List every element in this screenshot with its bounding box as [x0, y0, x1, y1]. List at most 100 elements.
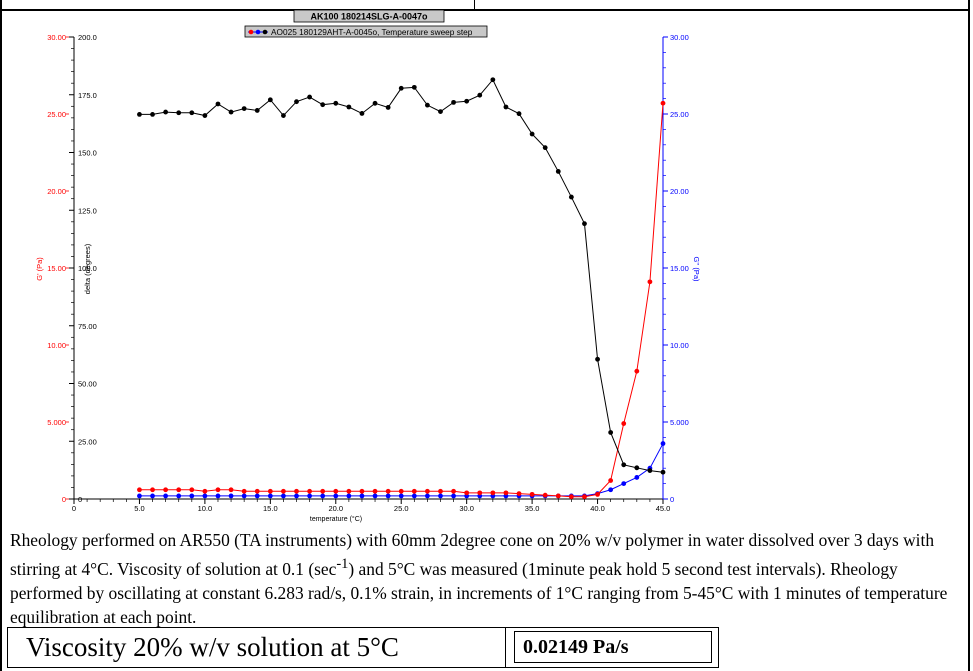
data-point-left-black [333, 100, 339, 106]
data-point-left-red [438, 488, 443, 494]
x-tick-label: 30.0 [459, 504, 474, 513]
data-point-right [189, 493, 195, 499]
delta-tick-label: 200.0 [78, 33, 97, 42]
delta-tick-label: 0 [78, 495, 82, 504]
data-point-right [359, 493, 365, 499]
frame-left-border [0, 0, 2, 671]
data-point-left-black [660, 469, 666, 475]
data-point-left-black [529, 131, 535, 137]
data-point-left-black [163, 109, 169, 115]
data-point-right [202, 493, 208, 499]
data-point-right [398, 493, 404, 499]
data-point-left-red [529, 491, 535, 497]
x-tick-label: 15.0 [263, 504, 278, 513]
frame-right-border [968, 0, 970, 671]
data-point-right [346, 493, 352, 499]
description-paragraph: Rheology performed on AR550 (TA instrume… [10, 528, 965, 629]
red-tick-label: 30.00 [47, 33, 66, 42]
y-axis-label-red: G' (Pa) [35, 257, 44, 281]
viscosity-value-cell: 0.02149 Pa/s [514, 631, 712, 663]
data-point-left-red [411, 488, 417, 494]
delta-tick-label: 25.00 [78, 437, 97, 446]
data-point-left-red [634, 368, 640, 374]
data-point-right [176, 493, 182, 499]
data-point-left-red [425, 488, 430, 494]
data-point-left-red [595, 491, 600, 497]
legend-box [244, 25, 488, 38]
data-point-left-black [241, 106, 247, 112]
data-point-left-red [333, 488, 339, 494]
data-point-left-red [267, 488, 273, 494]
delta-tick-label: 125.0 [78, 206, 97, 215]
data-point-left-red [621, 421, 627, 426]
data-point-left-red [202, 488, 208, 494]
legend-marker-red [248, 29, 254, 35]
delta-tick-label: 100.0 [78, 264, 97, 273]
delta-tick-label: 75.00 [78, 322, 97, 331]
data-point-left-red [137, 487, 142, 493]
series-line-left-red [139, 103, 664, 498]
x-tick-label: 0 [72, 504, 76, 513]
red-tick-label: 0 [62, 495, 66, 504]
data-point-left-red [398, 488, 404, 494]
data-point-left-black [621, 462, 627, 468]
data-point-left-black [568, 194, 574, 200]
data-point-left-red [320, 488, 326, 494]
y-axis-label-delta: delta (degrees) [83, 243, 92, 294]
data-point-left-red [503, 490, 509, 496]
delta-tick-label: 150.0 [78, 149, 97, 158]
data-point-right [621, 481, 627, 486]
x-tick-label: 45.0 [656, 504, 671, 513]
data-point-left-red [346, 488, 352, 494]
data-point-left-black [634, 465, 640, 471]
data-point-left-red [582, 494, 587, 500]
data-point-left-black [189, 110, 195, 116]
x-tick-label: 5.0 [134, 504, 144, 513]
data-point-right [411, 493, 417, 499]
data-point-left-black [346, 104, 352, 110]
viscosity-label-cell: Viscosity 20% w/v solution at 5°C [8, 628, 506, 667]
data-point-left-red [568, 494, 574, 500]
data-point-right [634, 475, 640, 480]
data-point-right [281, 493, 286, 499]
data-point-left-black [477, 92, 483, 98]
data-point-left-black [490, 77, 496, 83]
data-point-left-red [647, 279, 653, 285]
data-point-left-red [228, 487, 234, 493]
data-point-right [215, 493, 221, 499]
data-point-left-black [202, 113, 208, 118]
data-point-left-red [215, 487, 221, 493]
data-point-right [294, 493, 299, 499]
red-tick-label: 15.00 [47, 264, 66, 273]
data-point-right [254, 493, 260, 499]
legend-marker-black [262, 29, 268, 35]
description-part-1: Rheology performed on AR550 (TA instrume… [10, 530, 935, 579]
red-tick-label: 20.00 [47, 187, 66, 196]
data-point-right [372, 493, 378, 499]
data-point-right [228, 493, 234, 499]
data-point-left-black [438, 109, 443, 115]
x-tick-label: 25.0 [394, 504, 409, 513]
red-tick-label: 10.00 [47, 341, 66, 350]
data-point-left-black [608, 430, 614, 435]
delta-tick-label: 50.00 [78, 380, 97, 389]
data-point-left-red [163, 487, 169, 493]
data-point-left-black [582, 221, 587, 227]
data-point-left-black [267, 97, 273, 103]
data-point-left-red [660, 100, 666, 106]
data-point-left-black [359, 111, 365, 116]
x-axis-label: temperature (°C) [310, 515, 362, 523]
data-point-left-red [150, 487, 155, 493]
red-tick-label: 5.000 [47, 418, 66, 427]
data-point-left-black [254, 108, 260, 113]
data-point-left-red [281, 488, 286, 494]
data-point-left-red [477, 490, 483, 496]
data-point-left-black [281, 113, 286, 118]
x-tick-label: 10.0 [198, 504, 213, 513]
series-line-left-black [139, 78, 664, 473]
data-point-right [451, 493, 456, 499]
data-point-right [163, 493, 169, 499]
data-point-right [438, 493, 443, 499]
data-point-left-black [137, 111, 142, 117]
data-point-left-black [595, 356, 600, 362]
